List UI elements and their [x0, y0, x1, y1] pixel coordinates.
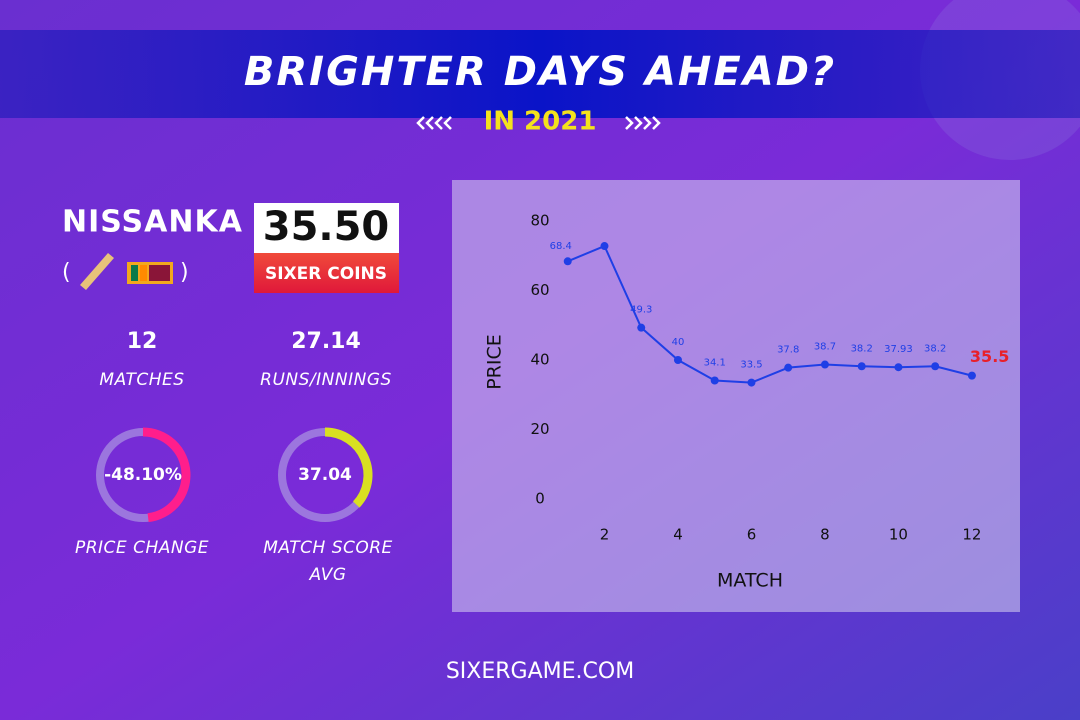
x-tick-label: 8	[820, 526, 830, 544]
gauge-arc	[142, 427, 191, 523]
data-point	[820, 360, 829, 369]
gauge-caption: AVG	[308, 565, 346, 585]
stat-value: 27.14	[291, 329, 361, 354]
price: 35.50	[263, 204, 390, 250]
data-label: 38.2	[924, 343, 946, 354]
y-tick-label: 0	[535, 490, 545, 508]
player-icons: ( )	[62, 253, 189, 290]
data-point	[931, 362, 940, 371]
price-unit-box	[254, 253, 399, 293]
x-tick-label: 10	[889, 526, 908, 544]
gauge-caption: MATCH SCORE	[263, 538, 393, 558]
data-label: 33.5	[740, 360, 762, 371]
data-point	[600, 242, 609, 251]
title: BRIGHTER DAYS AHEAD?	[244, 49, 836, 95]
data-label: 35.5	[970, 347, 1009, 366]
data-point	[637, 323, 646, 332]
stat-caption: RUNS/INNINGS	[260, 370, 392, 390]
gauge-label: -48.10%	[104, 465, 182, 485]
y-tick-label: 80	[530, 212, 549, 230]
y-axis-label: PRICE	[484, 334, 506, 390]
header-band	[0, 30, 1080, 118]
svg-text:(: (	[62, 260, 71, 285]
y-tick-label: 40	[530, 351, 549, 369]
y-tick-label: 20	[530, 420, 549, 438]
data-label: 37.8	[777, 345, 799, 356]
data-label: 37.93	[884, 344, 913, 355]
price-unit: SIXER COINS	[265, 264, 387, 284]
data-point	[784, 363, 793, 372]
data-point	[857, 362, 866, 371]
price-box	[254, 203, 399, 253]
x-tick-label: 2	[600, 526, 610, 544]
data-point	[747, 378, 756, 387]
price-line	[567, 244, 973, 384]
data-point	[563, 257, 572, 266]
gauge-arc	[324, 427, 373, 508]
chevrons	[416, 116, 661, 130]
data-label: 34.1	[704, 358, 726, 369]
data-point	[710, 376, 719, 385]
gauge-caption: PRICE CHANGE	[75, 538, 209, 558]
x-tick-label: 4	[673, 526, 683, 544]
data-label: 38.2	[851, 343, 873, 354]
data-label: 68.4	[550, 241, 572, 252]
data-point	[894, 363, 903, 372]
data-label: 38.7	[814, 342, 836, 353]
footer: SIXERGAME.COM	[446, 659, 634, 684]
data-label: 49.3	[630, 305, 652, 316]
data-point	[673, 356, 682, 364]
chart-panel	[452, 180, 1020, 612]
stat-caption: MATCHES	[99, 370, 184, 390]
gauge-label: 37.04	[298, 465, 352, 485]
data-label: 40	[672, 337, 685, 348]
stat-value: 12	[127, 329, 158, 354]
x-axis-label: MATCH	[717, 570, 783, 592]
data-point	[967, 371, 976, 380]
subtitle: IN 2021	[484, 107, 597, 137]
x-tick-label: 12	[962, 526, 981, 544]
y-tick-label: 60	[530, 281, 549, 299]
x-tick-label: 6	[747, 526, 757, 544]
svg-text:): )	[180, 260, 189, 285]
player-name: NISSANKA	[62, 205, 243, 240]
